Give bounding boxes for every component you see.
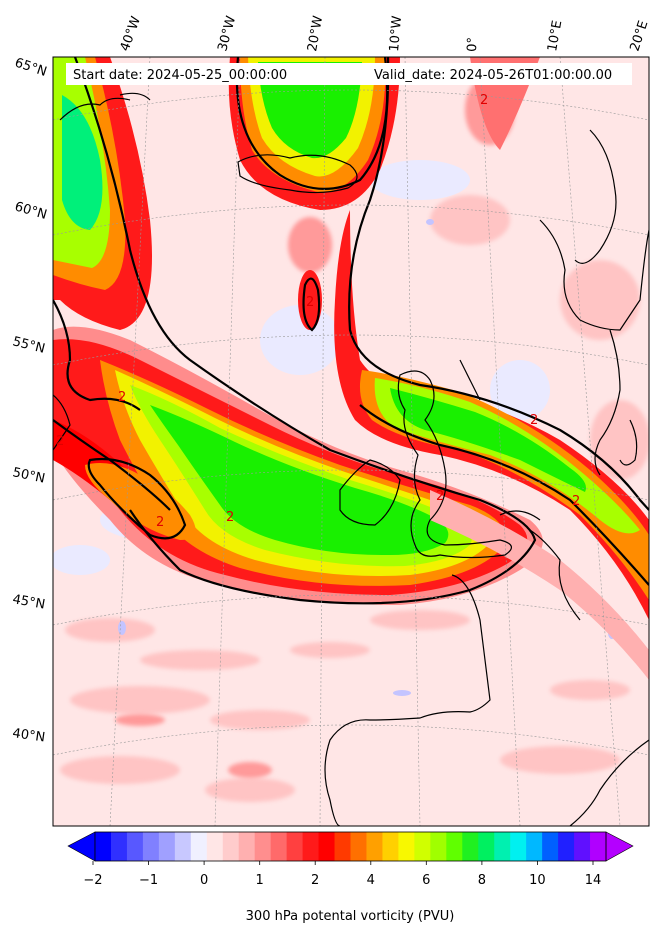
graticule xyxy=(53,57,649,826)
lon-label-0: 0° xyxy=(465,37,481,52)
colorbar-cell xyxy=(222,832,240,861)
contour-label-2-i: 2 xyxy=(480,93,488,108)
coastlines xyxy=(53,92,649,826)
colorbar-cell xyxy=(398,832,415,861)
lon-label-40w: 40°W xyxy=(118,14,144,53)
lat-label-45n: 45°N xyxy=(11,592,46,612)
colorbar-cell xyxy=(334,832,351,861)
colorbar-tick-label: 6 xyxy=(422,873,430,888)
colorbar-cell xyxy=(126,832,144,861)
lat-label-55n: 55°N xyxy=(11,334,46,356)
colorbar-tick-label: 8 xyxy=(478,873,486,888)
colorbar-tick-label: 0 xyxy=(200,873,208,888)
colorbar-cell xyxy=(478,832,495,861)
lat-label-50n: 50°N xyxy=(11,465,46,486)
colorbar-frame xyxy=(94,831,607,862)
colorbar-tick-label: −1 xyxy=(139,873,158,888)
lon-label-10e: 10°E xyxy=(545,19,565,52)
colorbar-min-arrow xyxy=(67,831,96,862)
lat-label-40n: 40°N xyxy=(11,726,46,745)
lat-label-65n: 65°N xyxy=(13,56,49,80)
valid-date-label: Valid_date: 2024-05-26T01:00:00.00 xyxy=(374,68,612,83)
colorbar: −2 −1 0 1 2 4 6 8 10 14 300 hPa potental vorticit… xyxy=(67,831,634,924)
colorbar-cell xyxy=(414,832,431,861)
contour-label-2-c: 2 xyxy=(156,515,164,530)
colorbar-cell xyxy=(446,832,463,861)
lon-label-10w: 10°W xyxy=(387,15,405,52)
contour-label-2-b: 2 xyxy=(56,434,64,449)
contour-label-2-d: 2 xyxy=(226,510,234,525)
map-frame xyxy=(52,56,650,827)
contour-label-2-f: 2 xyxy=(436,489,444,504)
map-panel: 2 2 2 2 2 2 2 2 2 Start date: 2024-05-25… xyxy=(11,14,652,827)
pv-greenland-streamer xyxy=(53,57,152,330)
colorbar-cell xyxy=(574,832,591,861)
colorbar-cell xyxy=(110,832,128,861)
pv-northern-arc xyxy=(228,57,400,210)
colorbar-cell xyxy=(270,832,288,861)
colorbar-cell xyxy=(366,832,383,861)
colorbar-cell xyxy=(526,832,543,861)
colorbar-tick-label: 14 xyxy=(585,873,602,888)
pv-2-contours xyxy=(53,57,649,605)
colorbar-cell xyxy=(254,832,272,861)
colorbar-cell xyxy=(158,832,176,861)
contour-label-2-a: 2 xyxy=(118,390,126,405)
colorbar-cell xyxy=(206,832,224,861)
colorbar-cell xyxy=(462,832,479,861)
contour-label-2-e: 2 xyxy=(306,295,314,310)
start-date-label: Start date: 2024-05-25_00:00:00 xyxy=(73,68,287,83)
header-banner xyxy=(66,63,632,85)
pv-eastern-streamer xyxy=(334,210,649,680)
colorbar-cell xyxy=(238,832,256,861)
colorbar-cells xyxy=(95,832,607,861)
colorbar-cell xyxy=(95,832,112,861)
colorbar-tick-label: 1 xyxy=(256,873,264,888)
lat-label-60n: 60°N xyxy=(13,199,49,222)
colorbar-cell xyxy=(430,832,447,861)
colorbar-cell xyxy=(318,832,336,861)
colorbar-tick-label: 4 xyxy=(367,873,375,888)
colorbar-cell xyxy=(174,832,192,861)
lon-label-20e: 20°E xyxy=(628,19,652,53)
colorbar-tick-label: 2 xyxy=(311,873,319,888)
lon-label-30w: 30°W xyxy=(215,14,239,53)
colorbar-cell xyxy=(590,832,607,861)
colorbar-cell xyxy=(302,832,320,861)
colorbar-tick-label: −2 xyxy=(83,873,102,888)
colorbar-cell xyxy=(542,832,559,861)
colorbar-cell xyxy=(510,832,527,861)
colorbar-tick-label: 10 xyxy=(529,873,546,888)
colorbar-max-arrow xyxy=(605,831,634,862)
contour-label-2-h: 2 xyxy=(572,494,580,509)
colorbar-cell xyxy=(286,832,304,861)
lon-label-20w: 20°W xyxy=(305,15,326,53)
colorbar-label: 300 hPa potental vorticity (PVU) xyxy=(246,909,455,924)
colorbar-cell xyxy=(350,832,367,861)
pv-left-lobe xyxy=(85,462,196,540)
colorbar-cell xyxy=(142,832,160,861)
colorbar-cell xyxy=(190,832,208,861)
colorbar-ticks: −2 −1 0 1 2 4 6 8 10 14 xyxy=(83,861,601,888)
colorbar-cell xyxy=(382,832,399,861)
colorbar-cell xyxy=(494,832,511,861)
colorbar-cell xyxy=(558,832,575,861)
contour-label-2-g: 2 xyxy=(530,413,538,428)
